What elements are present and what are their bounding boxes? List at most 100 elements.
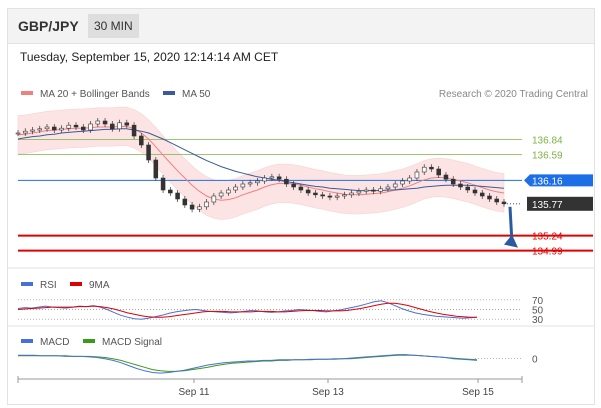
candle-body (436, 168, 441, 176)
rsi-legend-label: RSI (40, 280, 57, 291)
candle-body (342, 194, 347, 197)
candle-body (139, 135, 144, 146)
candle-body (211, 195, 217, 203)
candle-body (37, 128, 43, 131)
macd-line (18, 354, 478, 374)
candle-body (255, 180, 260, 184)
candle-body (392, 183, 398, 188)
candle-body (240, 183, 246, 188)
macd-legend-label: MACD (40, 337, 69, 348)
candle-body (327, 195, 333, 198)
candle-body (400, 180, 405, 185)
instrument-title: GBP/JPY (18, 18, 79, 34)
candle-body (117, 122, 122, 130)
candle-body (269, 176, 275, 179)
rsi-ma-legend-label: 9MA (89, 280, 110, 291)
candle-body (385, 186, 391, 190)
level-label-135.24: 135.24 (532, 232, 563, 243)
candle-body (124, 122, 130, 126)
x-tick-label: Sep 15 (462, 387, 494, 398)
candle-body (407, 177, 412, 182)
candle-body (168, 189, 173, 194)
candle-body (443, 174, 449, 180)
candle-body (15, 132, 21, 135)
macd-signal-legend-swatch (83, 339, 95, 343)
macd-zero-label: 0 (532, 355, 538, 366)
candle-body (494, 198, 500, 203)
candle-body (247, 182, 253, 185)
candle-body (334, 195, 340, 198)
macd-signal-line (18, 354, 478, 372)
candle-body (88, 123, 93, 131)
rsi-level-label-50: 50 (532, 306, 544, 317)
forecast-arrow-head (504, 234, 518, 248)
candle-body (146, 144, 151, 161)
current-price-box (527, 196, 593, 211)
candle-body (189, 204, 195, 210)
level-label-136.59: 136.59 (532, 151, 563, 162)
rsi-line (17, 300, 478, 320)
candle-body (102, 120, 108, 125)
level-tag-136.16 (524, 174, 593, 187)
candle-body (465, 186, 470, 191)
timeframe-badge[interactable]: 30 MIN (88, 14, 139, 38)
candle-body (378, 188, 383, 192)
candle-body (197, 206, 202, 210)
candle-body (52, 126, 57, 131)
candle-body (44, 126, 50, 130)
candle-body (59, 127, 64, 131)
candle-body (356, 190, 362, 194)
credit-label: Research © 2020 Trading Central (439, 89, 588, 100)
candle-body (30, 129, 35, 132)
rsi-legend-swatch (21, 282, 33, 286)
rsi-level-label-30: 30 (532, 315, 544, 326)
ma50-legend-label: MA 50 (182, 89, 211, 100)
candle-body (349, 192, 354, 196)
x-tick-label: Sep 13 (312, 387, 344, 398)
candle-body (22, 130, 28, 134)
candle-body (313, 192, 318, 196)
chart-header: GBP/JPY 30 MIN (8, 9, 594, 44)
candle-body (298, 186, 304, 191)
candle-body (204, 201, 209, 208)
candle-body (371, 189, 376, 192)
ma20-legend-swatch (21, 91, 33, 95)
candle-body (110, 123, 115, 130)
candle-body (320, 194, 325, 197)
candle-body (276, 176, 282, 180)
candle-body (218, 192, 224, 197)
ma50-line (17, 128, 505, 192)
candle-body (284, 178, 289, 185)
ma20-legend-label: MA 20 + Bollinger Bands (40, 89, 150, 100)
candle-body (429, 166, 434, 170)
ma50-legend-swatch (163, 91, 175, 95)
rsi-ma-line (17, 302, 477, 318)
candle-body (233, 186, 238, 191)
candle-body (226, 189, 231, 194)
candle-body (182, 198, 188, 206)
candle-body (160, 177, 166, 191)
macd-signal-legend-label: MACD Signal (102, 337, 162, 348)
ma20-line (17, 125, 505, 201)
candle-body (95, 120, 101, 125)
candle-body (421, 166, 427, 173)
candle-body (450, 178, 456, 185)
candle-body (458, 183, 463, 188)
candle-body (175, 192, 180, 200)
macd-legend-swatch (21, 339, 33, 343)
level-label-136.84: 136.84 (532, 136, 563, 147)
level-label-136.16: 136.16 (532, 176, 563, 187)
candle-body (363, 189, 369, 192)
candle-body (66, 124, 72, 129)
candle-body (291, 183, 296, 188)
candle-body (81, 126, 86, 131)
candle-body (131, 124, 137, 137)
x-tick-label: Sep 11 (179, 387, 210, 398)
candle-body (153, 159, 159, 179)
timestamp: Tuesday, September 15, 2020 12:14:14 AM … (20, 50, 279, 64)
current-price-label: 135.77 (532, 200, 563, 211)
candle-body (262, 177, 267, 182)
candle-body (472, 189, 478, 194)
candle-body (487, 195, 492, 200)
